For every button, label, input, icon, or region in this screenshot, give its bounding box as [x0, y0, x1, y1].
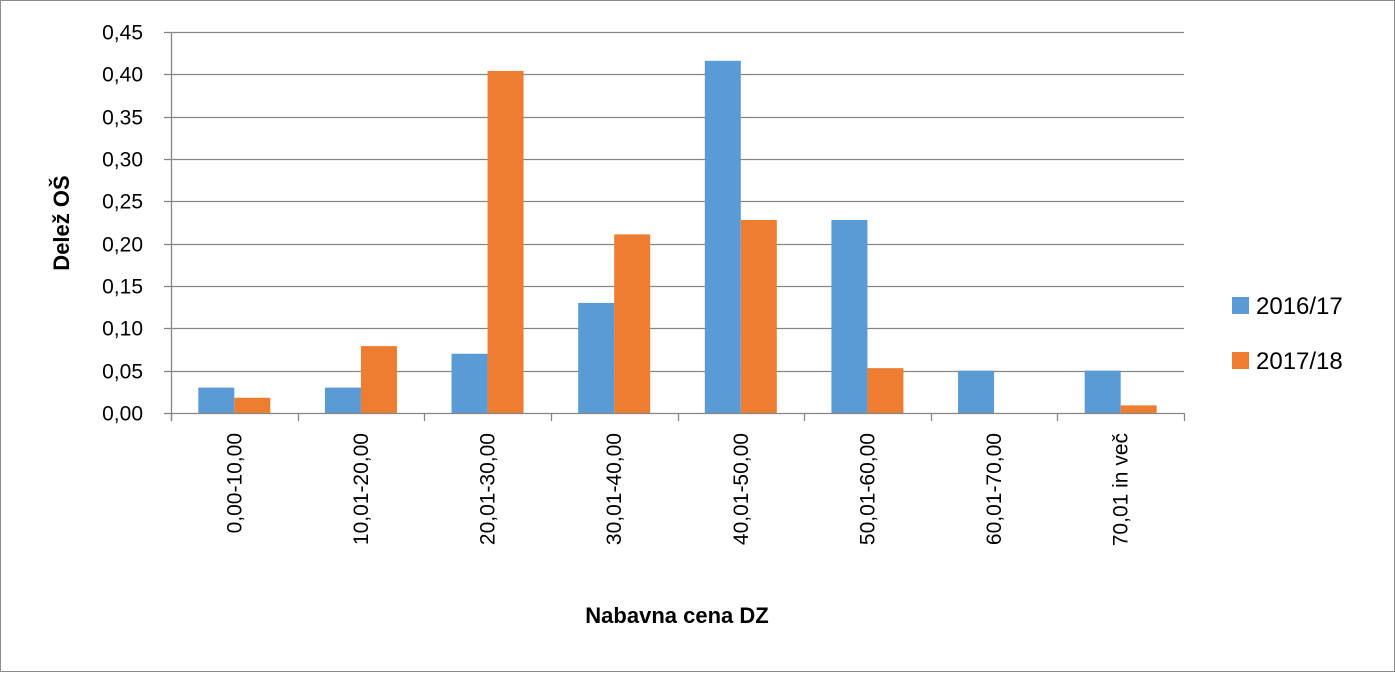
bar	[1084, 370, 1121, 413]
legend-label: 2016/17	[1256, 293, 1343, 320]
bar	[740, 219, 777, 413]
gridlines	[171, 31, 1184, 373]
bar	[704, 60, 741, 413]
y-tick-label: 0,45	[102, 22, 143, 45]
bar	[324, 387, 361, 413]
y-tick-label: 0,40	[102, 64, 143, 87]
bar	[487, 70, 524, 414]
y-tick-labels: 0,00 0,05 0,10 0,15 0,20 0,25 0,30 0,35 0,40 0,45	[102, 22, 143, 426]
bar	[234, 397, 271, 413]
bar	[198, 387, 235, 413]
y-tick-label: 0,30	[102, 149, 143, 172]
bar	[578, 302, 615, 413]
x-tick-label: 20,01-30,00	[477, 433, 500, 545]
bars	[198, 60, 1157, 414]
y-tick-label: 0,15	[102, 276, 143, 299]
x-tick-label: 70,01 in več	[1110, 433, 1133, 546]
bar	[1120, 405, 1157, 413]
legend-swatch	[1232, 297, 1249, 314]
x-tick-labels: 0,00-10,00 10,01-20,00 20,01-30,00 30,01-40…	[223, 433, 1132, 546]
y-tick-label: 0,10	[102, 318, 143, 341]
x-tick-label: 60,01-70,00	[983, 433, 1006, 545]
legend: 2016/17 2017/18	[1232, 293, 1343, 375]
bar	[958, 370, 995, 413]
bar	[360, 346, 397, 413]
y-tick-label: 0,05	[102, 361, 143, 384]
x-axis-title: Nabavna cena DZ	[585, 603, 768, 628]
axes	[164, 31, 1186, 421]
bar	[451, 353, 488, 413]
x-tick-label: 10,01-20,00	[350, 433, 373, 545]
x-tick-label: 50,01-60,00	[856, 433, 879, 545]
y-tick-label: 0,25	[102, 191, 143, 214]
bar	[831, 219, 868, 413]
y-tick-label: 0,35	[102, 107, 143, 130]
y-tick-label: 0,20	[102, 234, 143, 257]
bar	[614, 234, 651, 413]
x-tick-label: 0,00-10,00	[223, 433, 246, 533]
y-tick-label: 0,00	[102, 403, 143, 426]
x-tick-label: 40,01-50,00	[730, 433, 753, 545]
legend-label: 2017/18	[1256, 348, 1343, 375]
y-axis-title: Delež OŠ	[49, 175, 74, 270]
x-tick-label: 30,01-40,00	[603, 433, 626, 545]
bar	[867, 368, 904, 413]
legend-swatch	[1232, 352, 1249, 369]
